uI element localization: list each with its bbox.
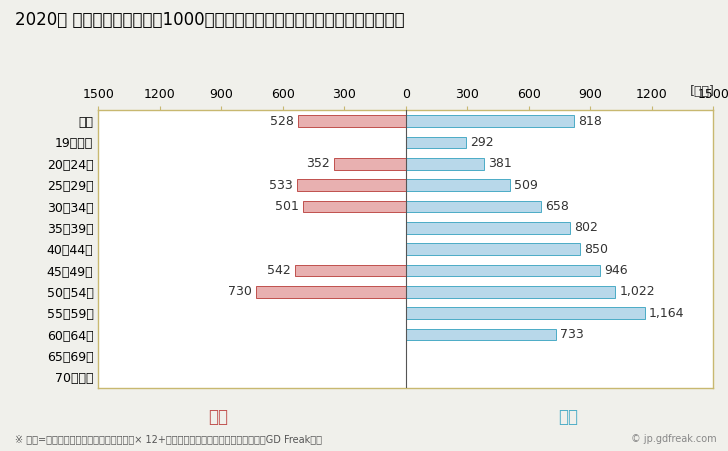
Bar — [298, 115, 406, 127]
Text: [万円]: [万円] — [690, 85, 715, 98]
Bar — [333, 158, 406, 170]
Bar — [256, 286, 406, 298]
Text: 946: 946 — [604, 264, 628, 277]
Text: 733: 733 — [561, 328, 584, 341]
Text: 501: 501 — [275, 200, 299, 213]
Bar — [406, 201, 541, 212]
Text: 2020年 民間企業（従業者数1000人以上）フルタイム労働者の男女別平均年収: 2020年 民間企業（従業者数1000人以上）フルタイム労働者の男女別平均年収 — [15, 11, 404, 29]
Text: 818: 818 — [578, 115, 601, 128]
Text: 381: 381 — [488, 157, 512, 170]
Text: 533: 533 — [269, 179, 293, 192]
Text: 850: 850 — [585, 243, 609, 256]
Bar — [406, 158, 484, 170]
Bar — [406, 286, 615, 298]
Bar — [406, 137, 466, 148]
Text: 女性: 女性 — [208, 408, 229, 426]
Text: 男性: 男性 — [558, 408, 578, 426]
Bar — [296, 179, 406, 191]
Text: 1,164: 1,164 — [649, 307, 684, 320]
Text: 352: 352 — [306, 157, 330, 170]
Text: 528: 528 — [269, 115, 293, 128]
Text: © jp.gdfreak.com: © jp.gdfreak.com — [631, 434, 717, 444]
Text: 1,022: 1,022 — [620, 285, 655, 299]
Text: 658: 658 — [545, 200, 569, 213]
Bar — [406, 265, 600, 276]
Text: 802: 802 — [574, 221, 598, 235]
Text: 730: 730 — [228, 285, 252, 299]
Bar — [295, 265, 406, 276]
Bar — [406, 243, 580, 255]
Text: 509: 509 — [515, 179, 538, 192]
Bar — [406, 179, 510, 191]
Bar — [406, 222, 570, 234]
Bar — [406, 329, 556, 341]
Bar — [303, 201, 406, 212]
Bar — [406, 307, 644, 319]
Bar — [406, 115, 574, 127]
Text: ※ 年収=「きまって支給する現金給与額」× 12+「年間賞与その他特別給与額」としてGD Freak推計: ※ 年収=「きまって支給する現金給与額」× 12+「年間賞与その他特別給与額」と… — [15, 434, 322, 444]
Text: 542: 542 — [267, 264, 290, 277]
Text: 292: 292 — [470, 136, 494, 149]
